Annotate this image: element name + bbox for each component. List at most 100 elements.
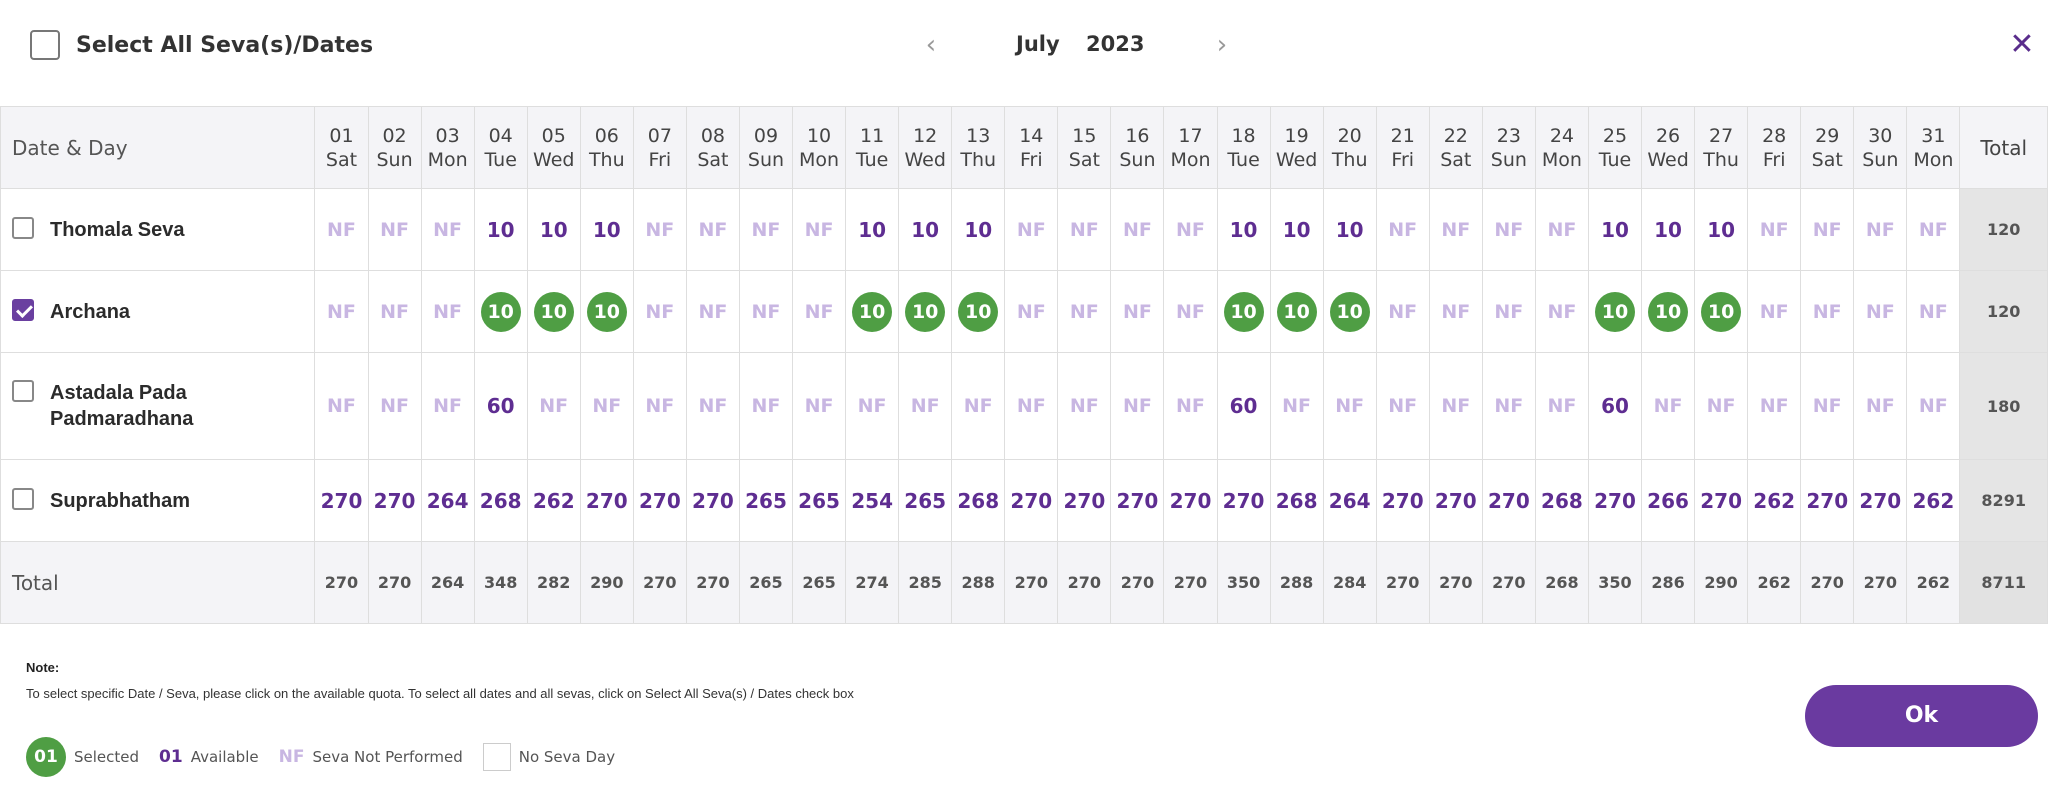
quota-not-performed[interactable]: NF [1176, 218, 1205, 241]
quota-not-performed[interactable]: NF [1865, 300, 1895, 323]
quota-available[interactable]: 10 [592, 217, 621, 242]
quota-available[interactable]: 10 [1282, 217, 1311, 242]
quota-not-performed[interactable]: NF [380, 218, 409, 241]
quota-available[interactable]: 270 [1700, 488, 1742, 513]
quota-not-performed[interactable]: NF [1812, 395, 1842, 417]
quota-not-performed[interactable]: NF [1176, 395, 1205, 417]
quota-not-performed[interactable]: NF [804, 218, 834, 241]
quota-available[interactable]: 254 [851, 488, 893, 513]
quota-available[interactable]: 270 [1487, 488, 1530, 513]
quota-not-performed[interactable]: NF [1122, 218, 1152, 241]
quota-not-performed[interactable]: NF [1069, 395, 1099, 417]
quota-not-performed[interactable]: NF [1388, 300, 1418, 323]
quota-selected[interactable]: 10 [1701, 291, 1742, 332]
quota-available[interactable]: 60 [486, 394, 515, 418]
quota-not-performed[interactable]: NF [804, 300, 834, 323]
select-all-checkbox[interactable] [30, 30, 60, 60]
quota-not-performed[interactable]: NF [645, 395, 675, 417]
quota-not-performed[interactable]: NF [1547, 395, 1577, 417]
quota-available[interactable]: 265 [904, 488, 947, 513]
quota-not-performed[interactable]: NF [1759, 218, 1789, 241]
quota-available[interactable]: 270 [1381, 488, 1424, 513]
quota-available[interactable]: 266 [1647, 488, 1689, 513]
quota-not-performed[interactable]: NF [751, 300, 781, 323]
quota-not-performed[interactable]: NF [1069, 218, 1099, 241]
quota-not-performed[interactable]: NF [751, 218, 781, 241]
quota-selected[interactable]: 10 [1329, 291, 1370, 332]
quota-available[interactable]: 10 [1229, 217, 1258, 242]
quota-available[interactable]: 10 [539, 217, 568, 242]
seva-checkbox[interactable] [12, 298, 34, 321]
quota-not-performed[interactable]: NF [1016, 395, 1046, 417]
quota-selected[interactable]: 10 [1648, 291, 1689, 332]
chevron-right-icon[interactable]: › [1216, 30, 1228, 60]
quota-not-performed[interactable]: NF [698, 395, 728, 417]
quota-selected[interactable]: 10 [480, 291, 521, 332]
quota-available[interactable]: 60 [1229, 394, 1258, 418]
quota-not-performed[interactable]: NF [380, 300, 409, 323]
quota-not-performed[interactable]: NF [539, 395, 569, 417]
quota-selected[interactable]: 10 [1594, 291, 1635, 332]
quota-available[interactable]: 270 [1859, 488, 1902, 513]
quota-available[interactable]: 264 [426, 488, 469, 513]
seva-checkbox[interactable] [12, 216, 34, 239]
quota-not-performed[interactable]: NF [1388, 395, 1418, 417]
quota-not-performed[interactable]: NF [1176, 300, 1205, 323]
quota-available[interactable]: 270 [1222, 488, 1265, 513]
quota-not-performed[interactable]: NF [751, 395, 781, 417]
quota-available[interactable]: 262 [532, 488, 575, 513]
quota-not-performed[interactable]: NF [1918, 395, 1948, 417]
seva-checkbox[interactable] [12, 487, 34, 510]
quota-not-performed[interactable]: NF [1282, 395, 1312, 417]
quota-not-performed[interactable]: NF [963, 395, 993, 417]
quota-available[interactable]: 265 [798, 488, 840, 513]
quota-not-performed[interactable]: NF [1812, 218, 1842, 241]
quota-not-performed[interactable]: NF [1812, 300, 1842, 323]
quota-available[interactable]: 262 [1753, 488, 1796, 513]
quota-selected[interactable]: 10 [958, 291, 999, 332]
quota-available[interactable]: 10 [964, 217, 993, 242]
quota-available[interactable]: 270 [1594, 488, 1636, 513]
quota-not-performed[interactable]: NF [1335, 395, 1365, 417]
quota-selected[interactable]: 10 [852, 291, 893, 332]
quota-available[interactable]: 60 [1601, 394, 1629, 418]
quota-available[interactable]: 264 [1328, 488, 1371, 513]
quota-available[interactable]: 270 [373, 488, 416, 513]
quota-not-performed[interactable]: NF [1653, 395, 1683, 417]
quota-not-performed[interactable]: NF [1759, 395, 1789, 417]
quota-not-performed[interactable]: NF [1016, 300, 1046, 323]
quota-not-performed[interactable]: NF [1494, 395, 1524, 417]
close-icon[interactable]: ✕ [2009, 27, 2035, 62]
quota-not-performed[interactable]: NF [1547, 300, 1577, 323]
quota-available[interactable]: 10 [1601, 217, 1629, 242]
quota-not-performed[interactable]: NF [1918, 300, 1948, 323]
quota-available[interactable]: 270 [1010, 488, 1053, 513]
quota-not-performed[interactable]: NF [645, 300, 675, 323]
quota-not-performed[interactable]: NF [645, 218, 675, 241]
quota-selected[interactable]: 10 [905, 291, 946, 332]
quota-available[interactable]: 270 [638, 488, 681, 513]
quota-available[interactable]: 270 [1063, 488, 1106, 513]
quota-available[interactable]: 268 [479, 488, 522, 513]
quota-not-performed[interactable]: NF [1441, 395, 1471, 417]
quota-available[interactable]: 10 [1335, 217, 1364, 242]
quota-available[interactable]: 10 [911, 217, 940, 242]
quota-available[interactable]: 270 [1806, 488, 1849, 513]
quota-selected[interactable]: 10 [533, 291, 574, 332]
seva-checkbox[interactable] [12, 380, 34, 402]
quota-not-performed[interactable]: NF [1441, 218, 1471, 241]
quota-available[interactable]: 268 [1275, 488, 1318, 513]
quota-not-performed[interactable]: NF [1069, 300, 1099, 323]
quota-available[interactable]: 270 [1169, 488, 1212, 513]
quota-not-performed[interactable]: NF [1865, 395, 1895, 417]
quota-available[interactable]: 270 [320, 488, 363, 513]
quota-available[interactable]: 265 [745, 488, 787, 513]
ok-button[interactable]: Ok [1805, 685, 2038, 747]
quota-not-performed[interactable]: NF [1441, 300, 1471, 323]
quota-available[interactable]: 262 [1912, 488, 1955, 513]
quota-not-performed[interactable]: NF [433, 395, 463, 417]
quota-not-performed[interactable]: NF [698, 300, 728, 323]
quota-not-performed[interactable]: NF [1122, 395, 1152, 417]
quota-not-performed[interactable]: NF [327, 218, 356, 241]
quota-available[interactable]: 270 [692, 488, 734, 513]
